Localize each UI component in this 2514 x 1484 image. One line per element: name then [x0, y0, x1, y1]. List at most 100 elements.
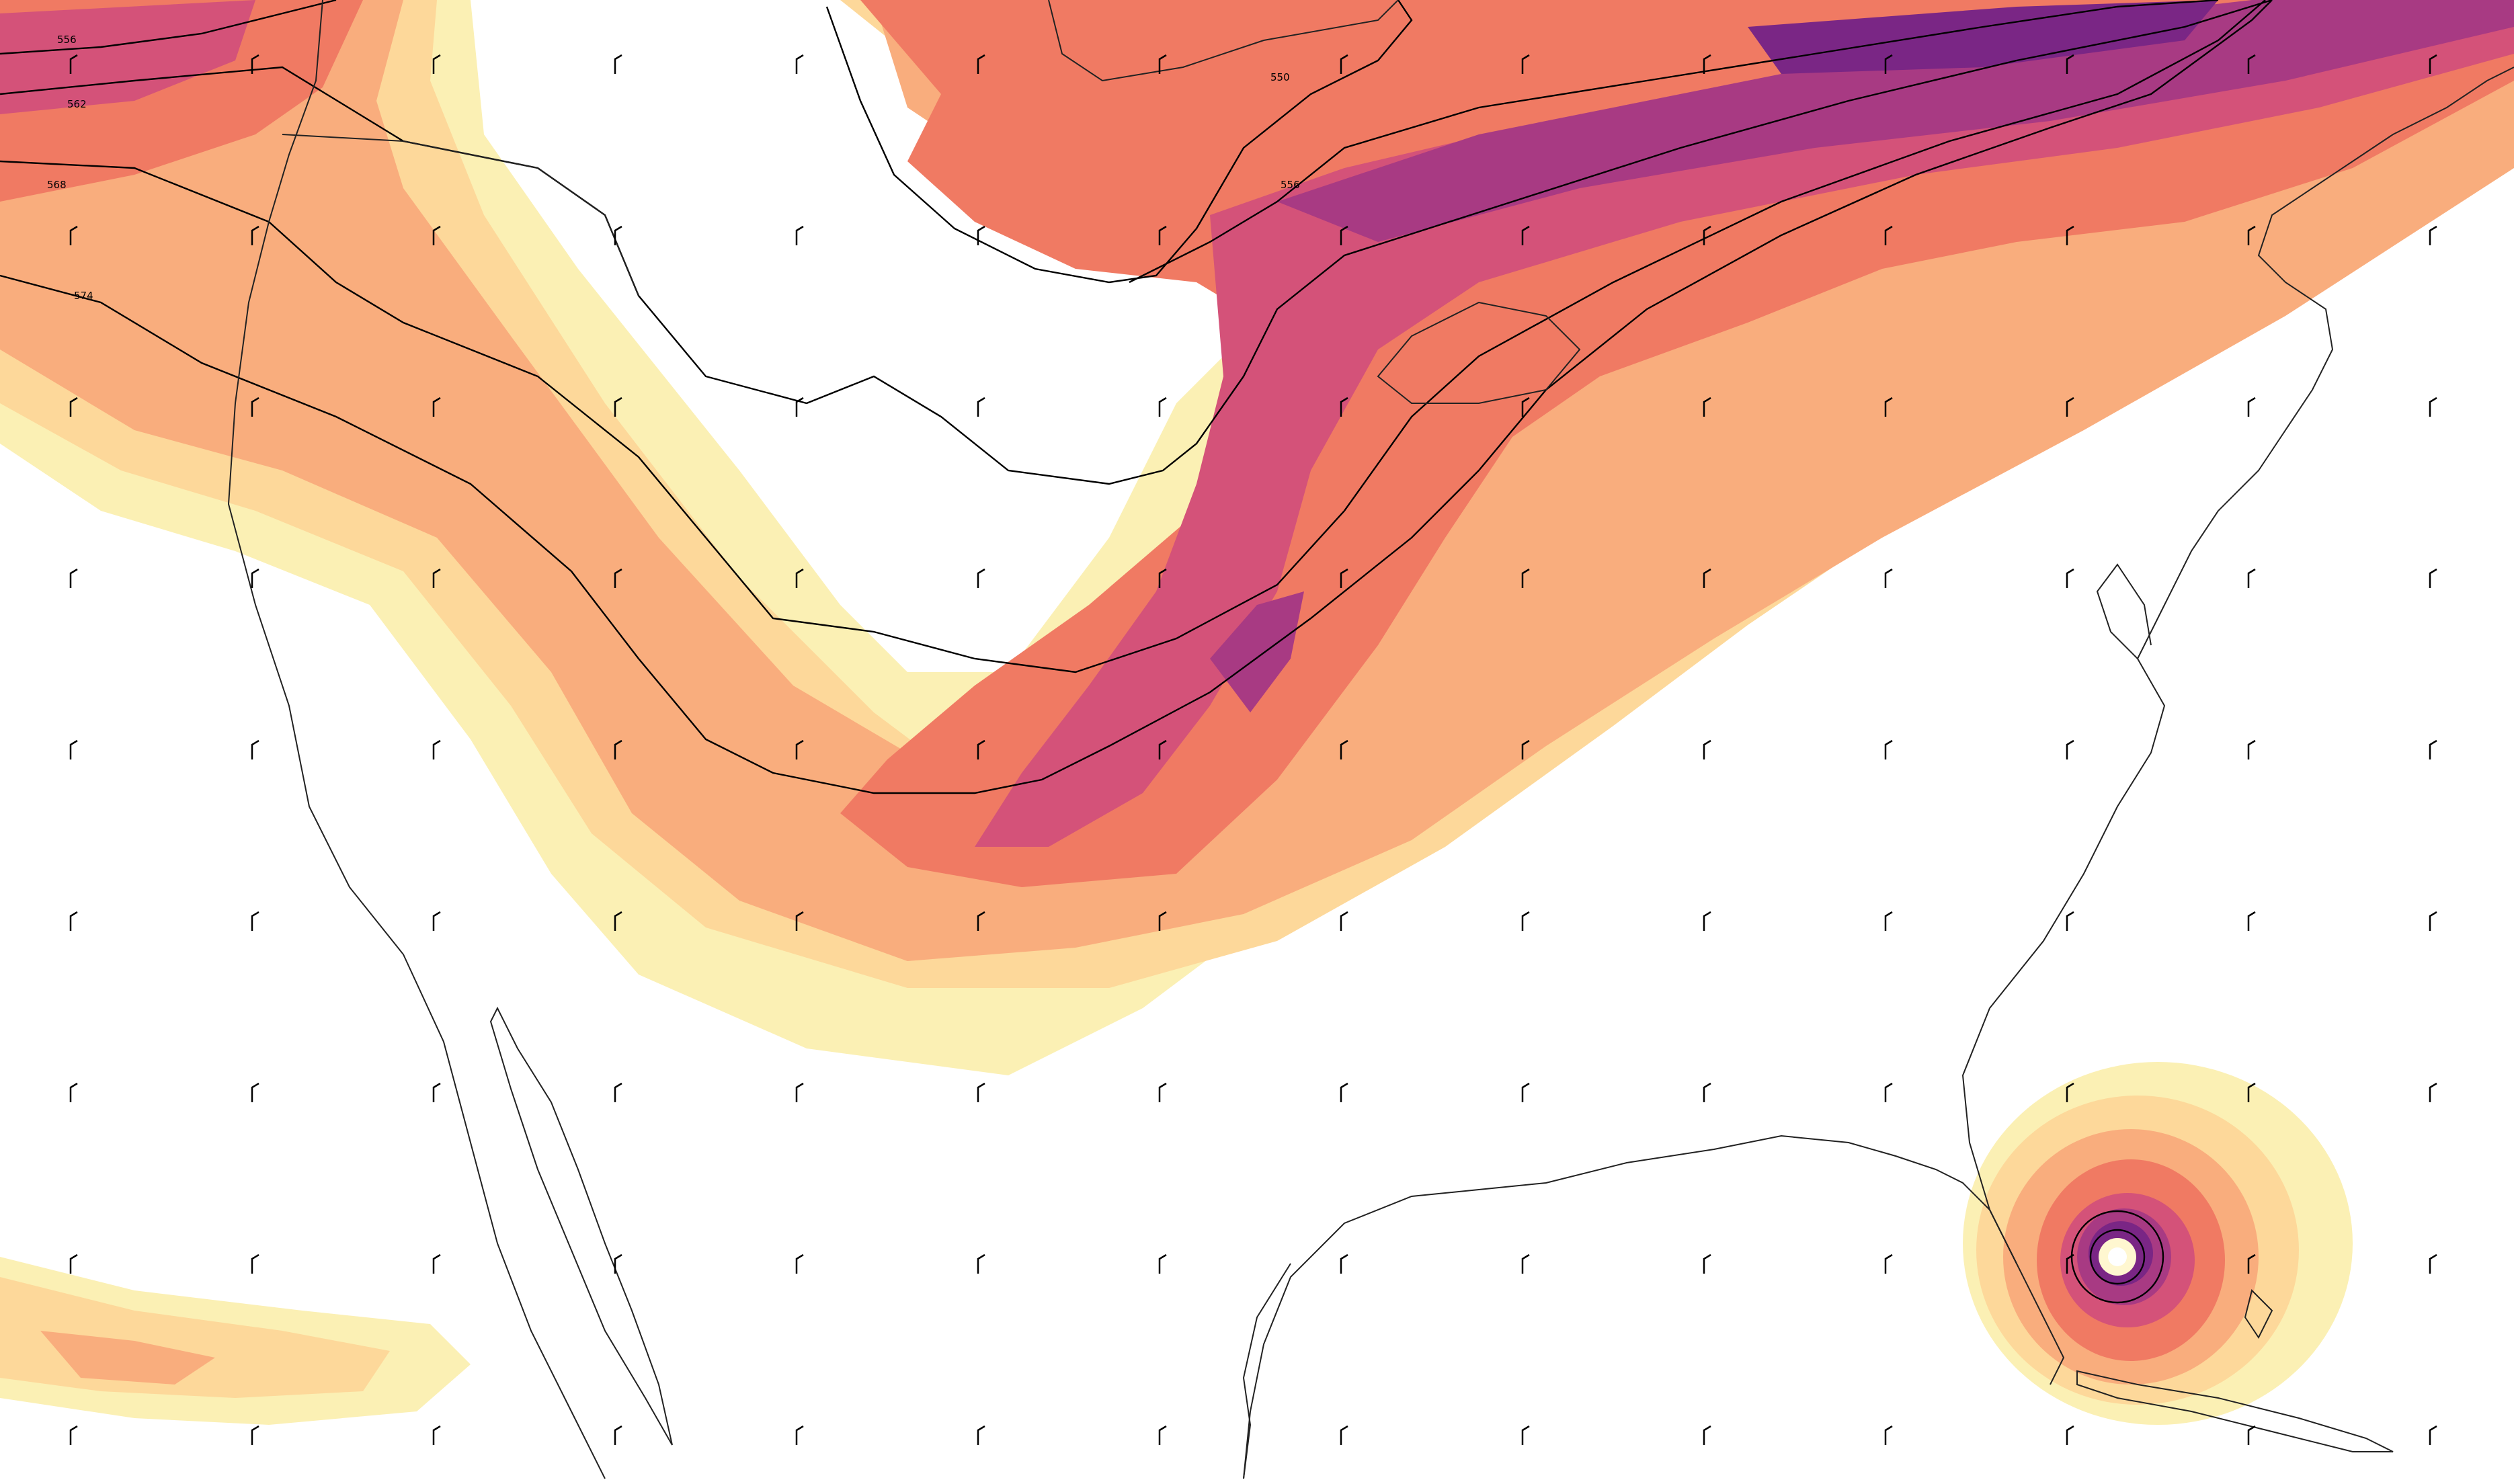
- wind-barb: [432, 568, 441, 588]
- wind-barb: [2066, 225, 2074, 245]
- wind-barb: [1158, 739, 1167, 759]
- wind-barb: [1521, 911, 1530, 931]
- wind-barb: [2247, 739, 2256, 759]
- wind-barb: [1884, 54, 1893, 74]
- wind-barb: [2066, 1425, 2074, 1445]
- wind-barb: [795, 739, 804, 759]
- wind-barb: [1340, 568, 1348, 588]
- contour-550: [825, 0, 1413, 284]
- wind-barb: [2247, 397, 2256, 417]
- wind-barb: [251, 225, 259, 245]
- wind-barb: [69, 1253, 78, 1274]
- wind-barb: [614, 54, 622, 74]
- wind-barb: [432, 397, 441, 417]
- wind-barb: [251, 911, 259, 931]
- wind-barb: [2429, 54, 2437, 74]
- wind-barb: [432, 54, 441, 74]
- wind-barb: [1521, 1082, 1530, 1102]
- wind-barbs: [69, 54, 2437, 1445]
- wind-barb: [1158, 1253, 1167, 1274]
- us-canada-border: [282, 134, 639, 296]
- wind-barb: [69, 739, 78, 759]
- wind-barb: [432, 1425, 441, 1445]
- wind-barb: [1521, 54, 1530, 74]
- wind-barb: [432, 911, 441, 931]
- contour-label-568: 568: [47, 179, 67, 191]
- wind-barb: [1521, 397, 1530, 417]
- wind-barb: [2066, 1253, 2074, 1274]
- atlantic-coastline: [1961, 67, 2514, 1264]
- wind-barb: [1703, 54, 1711, 74]
- wind-barb: [2247, 911, 2256, 931]
- chesapeake-bay: [2096, 563, 2152, 659]
- contour-574: [0, 0, 2273, 794]
- wind-barb: [1340, 1425, 1348, 1445]
- contour-label-562: 562: [67, 98, 87, 110]
- hudson-bay: [1048, 0, 1399, 82]
- wind-barb: [1521, 739, 1530, 759]
- great-lakes: [1377, 301, 1581, 404]
- wind-barb: [977, 225, 985, 245]
- contour-556-west: [0, 0, 337, 55]
- wind-barb: [1521, 568, 1530, 588]
- wind-barb: [1884, 397, 1893, 417]
- contour-label-550: 550: [1270, 71, 1290, 83]
- wind-barb: [977, 1425, 985, 1445]
- contour-hurricane-inner: [2089, 1229, 2146, 1285]
- wind-barb: [2066, 911, 2074, 931]
- baja-california: [489, 1006, 673, 1446]
- contour-label-556: 556: [1281, 179, 1300, 191]
- wind-barb: [1158, 54, 1167, 74]
- wind-barb: [2429, 1253, 2437, 1274]
- wind-barb: [1521, 1253, 1530, 1274]
- wind-barb: [614, 911, 622, 931]
- wind-barb: [795, 54, 804, 74]
- wind-barb: [1884, 225, 1893, 245]
- wind-barb: [69, 1082, 78, 1102]
- wind-barb: [1703, 397, 1711, 417]
- wind-barb: [69, 911, 78, 931]
- wind-barb: [2429, 1425, 2437, 1445]
- wind-barb: [251, 1082, 259, 1102]
- gulf-coastline: [1243, 1135, 2065, 1479]
- wind-barb: [2429, 1082, 2437, 1102]
- wind-barb: [795, 397, 804, 417]
- wind-barb: [2247, 1253, 2256, 1274]
- wind-barb: [1521, 225, 1530, 245]
- contour-labels: 550 556 556 562 568 574: [47, 34, 1300, 302]
- wind-barb: [1703, 739, 1711, 759]
- wind-barb: [614, 397, 622, 417]
- wind-barb: [2429, 225, 2437, 245]
- wind-barb: [1158, 397, 1167, 417]
- wind-barb: [1884, 911, 1893, 931]
- wind-barb: [1158, 568, 1167, 588]
- wind-barb: [795, 568, 804, 588]
- wind-barb: [2066, 739, 2074, 759]
- wind-barb: [2429, 739, 2437, 759]
- wind-barb: [614, 225, 622, 245]
- wind-barb: [795, 911, 804, 931]
- wind-barb: [977, 1082, 985, 1102]
- contour-556: [1129, 0, 2219, 284]
- wind-barb: [1884, 1425, 1893, 1445]
- wind-barb: [432, 1082, 441, 1102]
- wind-barb: [2247, 54, 2256, 74]
- contour-label-556-west: 556: [57, 34, 77, 46]
- wind-barb: [2429, 568, 2437, 588]
- wind-barb: [1884, 1082, 1893, 1102]
- wind-barb: [2247, 568, 2256, 588]
- wind-barb: [1158, 911, 1167, 931]
- wind-barb: [432, 1253, 441, 1274]
- wind-barb: [1884, 1253, 1893, 1274]
- wind-barb: [1703, 1082, 1711, 1102]
- wind-barb: [251, 397, 259, 417]
- pacific-coastline: [227, 0, 606, 1479]
- wind-barb: [795, 1425, 804, 1445]
- wind-barb: [1703, 568, 1711, 588]
- wind-barb: [795, 1082, 804, 1102]
- wind-barb: [69, 1425, 78, 1445]
- wind-barb: [432, 225, 441, 245]
- wind-barb: [1703, 911, 1711, 931]
- wind-barb: [2066, 568, 2074, 588]
